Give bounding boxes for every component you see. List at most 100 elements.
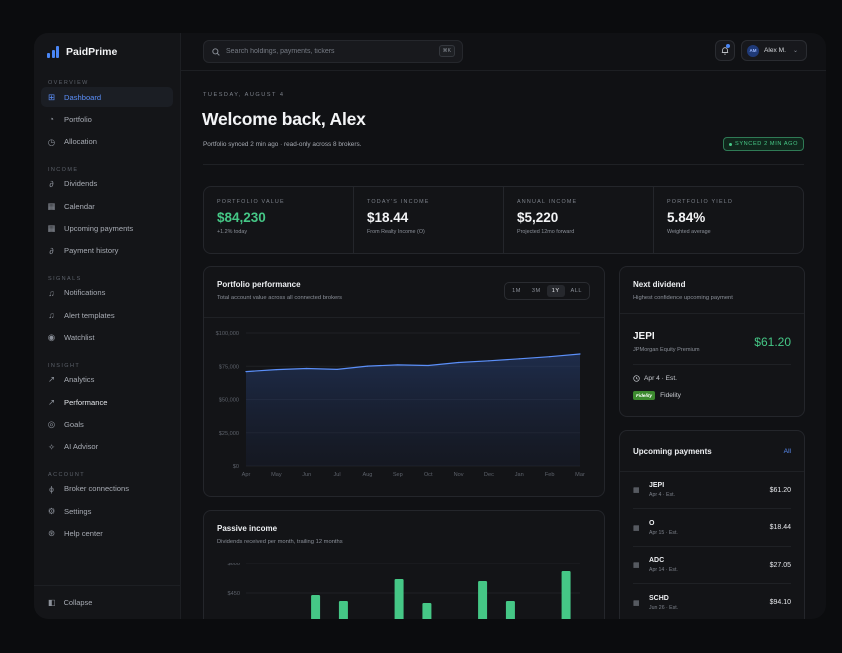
payment-amount: $27.05 xyxy=(769,561,791,569)
stat-label: PORTFOLIO VALUE xyxy=(217,199,285,205)
stat-sub: Weighted average xyxy=(667,229,711,235)
user-name: Alex M. xyxy=(764,47,786,54)
stat-sub: Projected 12mo forward xyxy=(517,229,575,235)
stat-card: PORTFOLIO VALUE $84,230 +1.2% today xyxy=(204,187,353,253)
sidebar-item-broker-connections[interactable]: ϕ Broker connections xyxy=(41,479,173,499)
sidebar-item-alert-templates[interactable]: ♫ Alert templates xyxy=(41,305,173,325)
range-all[interactable]: ALL xyxy=(570,288,582,294)
sidebar-item-label: Upcoming payments xyxy=(64,224,134,234)
series-line xyxy=(245,353,581,373)
help-icon: ⊛ xyxy=(47,528,56,539)
range-1y[interactable]: 1Y xyxy=(546,285,565,297)
notifications-button[interactable] xyxy=(715,40,735,61)
sidebar-item-goals[interactable]: ◎ Goals xyxy=(41,415,173,435)
sidebar-item-label: Portfolio xyxy=(64,114,92,124)
sidebar-item-label: Broker connections xyxy=(64,484,130,494)
next-dividend-subtitle: Highest confidence upcoming payment xyxy=(633,295,733,301)
broker-name: Fidelity xyxy=(660,392,681,399)
brand[interactable]: PaidPrime xyxy=(34,33,180,71)
sidebar-item-label: Payment history xyxy=(64,246,119,256)
sidebar-item-label: Goals xyxy=(64,420,84,430)
data-point xyxy=(518,358,520,360)
sidebar-item-dashboard[interactable]: ⊞ Dashboard xyxy=(41,87,173,107)
chevron-down-icon: ⌄ xyxy=(792,48,799,54)
stat-card: ANNUAL INCOME $5,220 Projected 12mo forw… xyxy=(503,187,653,253)
sidebar-item-label: Settings xyxy=(64,506,92,516)
target-icon: ◎ xyxy=(47,419,56,430)
stat-value: 5.84% xyxy=(667,210,706,225)
calendar-icon: ▦ xyxy=(633,524,640,532)
status-dot xyxy=(729,142,732,146)
sidebar-item-ai-advisor[interactable]: ✧ AI Advisor xyxy=(41,437,173,457)
performance-chart: $0 $25,000 $50,000 $75,000 $100,000 Apr May Jun… xyxy=(216,331,585,478)
divider xyxy=(203,164,804,165)
divider xyxy=(633,364,791,365)
link-icon: ∂ xyxy=(49,245,54,256)
user-menu-button[interactable]: AM Alex M. ⌄ xyxy=(741,40,807,61)
sidebar-item-watchlist[interactable]: ◉ Watchlist xyxy=(41,328,173,348)
range-3m[interactable]: 3M xyxy=(531,288,541,294)
logo-icon xyxy=(47,46,59,58)
sidebar-item-dividends[interactable]: ∂ Dividends xyxy=(41,174,173,194)
performance-card: Portfolio performance Total account valu… xyxy=(203,266,605,497)
sidebar-item-label: Alert templates xyxy=(64,310,115,320)
payment-row[interactable]: ▦ JEPI Apr 4 · Est. $61.20 xyxy=(633,472,791,509)
sidebar-item-help-center[interactable]: ⊛ Help center xyxy=(41,524,173,544)
payment-row[interactable]: ▦ SCHD Jun 26 · Est. $94.10 xyxy=(633,585,791,620)
x-tick-label: Dec xyxy=(484,472,494,478)
sidebar-item-notifications[interactable]: ♫ Notifications xyxy=(41,283,173,303)
next-dividend-card: Next dividend Highest confidence upcomin… xyxy=(619,266,805,417)
collapse-icon: ◧ xyxy=(48,598,56,607)
notification-dot xyxy=(726,44,730,48)
date-label: TUESDAY, AUGUST 4 xyxy=(203,92,285,98)
sidebar-item-performance[interactable]: ↗ Performance xyxy=(41,392,173,412)
sidebar-item-label: Allocation xyxy=(64,137,97,147)
divider xyxy=(620,313,804,314)
plug-icon: ϕ xyxy=(49,483,54,494)
range-1m[interactable]: 1M xyxy=(512,288,521,294)
sidebar-item-settings[interactable]: ⚙ Settings xyxy=(41,501,173,521)
app-window: PaidPrime OVERVIEW ⊞ Dashboard ◔ Portfolio ◷ A… xyxy=(34,33,826,619)
section-label: INSIGHT xyxy=(48,362,81,369)
collapse-button[interactable]: ◧ Collapse xyxy=(34,585,180,619)
sidebar-item-calendar[interactable]: ▦ Calendar xyxy=(41,196,173,216)
search-box[interactable]: ⌘K xyxy=(203,40,463,63)
sidebar-item-allocation[interactable]: ◷ Allocation xyxy=(41,132,173,152)
upcoming-title: Upcoming payments xyxy=(633,447,712,456)
view-all-link[interactable]: All xyxy=(783,448,791,455)
payment-amount: $18.44 xyxy=(769,524,791,531)
sparkle-icon: ✧ xyxy=(47,441,56,452)
sidebar-item-label: Notifications xyxy=(64,288,106,298)
sidebar-item-payment-history[interactable]: ∂ Payment history xyxy=(41,241,173,261)
stat-sub: +1.2% today xyxy=(217,229,248,235)
sidebar-item-upcoming-payments[interactable]: ▦ Upcoming payments xyxy=(41,219,173,239)
payment-row[interactable]: ▦ O Apr 15 · Est. $18.44 xyxy=(633,510,791,547)
calendar-icon: ▦ xyxy=(633,599,640,607)
x-tick-label: May xyxy=(271,472,282,478)
synced-badge-label: SYNCED 2 MIN AGO xyxy=(735,141,799,147)
calendar-icon: ▦ xyxy=(47,200,56,211)
divider xyxy=(204,317,604,318)
search-input[interactable] xyxy=(226,48,416,55)
data-point xyxy=(275,368,277,371)
payment-row[interactable]: ▦ ADC Apr 14 · Est. $27.05 xyxy=(633,547,791,584)
sidebar-item-analytics[interactable]: ↗ Analytics xyxy=(41,370,173,390)
payment-date: Apr 14 · Est. xyxy=(649,567,678,573)
x-tick-label: Feb xyxy=(545,472,555,478)
sidebar-item-portfolio[interactable]: ◔ Portfolio xyxy=(41,109,173,129)
bar xyxy=(311,595,321,619)
stat-value: $84,230 xyxy=(217,210,266,225)
trend-icon: ↗ xyxy=(47,396,56,407)
stat-card: PORTFOLIO YIELD 5.84% Weighted average xyxy=(653,187,803,253)
next-dividend-title: Next dividend xyxy=(633,280,686,289)
bar xyxy=(394,579,404,619)
upcoming-payments-card: Upcoming payments All ▦ JEPI Apr 4 · Est… xyxy=(619,430,805,619)
brand-name: PaidPrime xyxy=(66,46,118,58)
stat-value: $5,220 xyxy=(517,210,559,225)
pie-icon: ◔ xyxy=(48,114,55,125)
avatar: AM xyxy=(747,44,759,57)
next-dividend-ticker: JEPI xyxy=(633,331,655,342)
sidebar-item-label: Help center xyxy=(64,529,103,539)
payment-ticker: ADC xyxy=(649,557,665,564)
payment-date: Jun 26 · Est. xyxy=(649,604,679,611)
